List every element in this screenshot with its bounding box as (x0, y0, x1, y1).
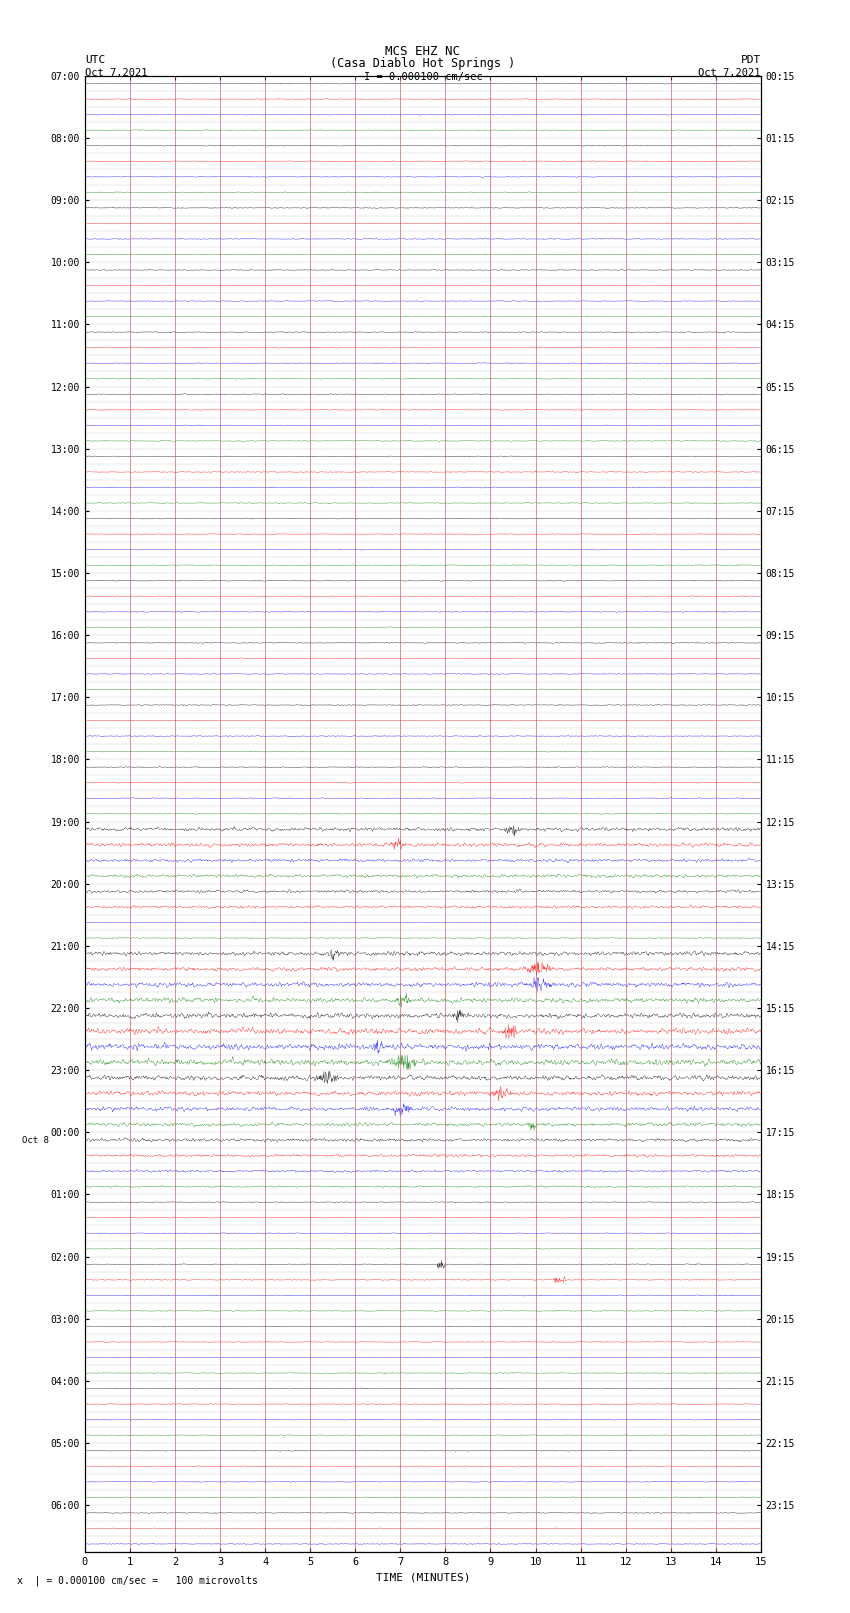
Text: PDT: PDT (740, 55, 761, 65)
Text: MCS EHZ NC: MCS EHZ NC (385, 45, 461, 58)
Text: UTC: UTC (85, 55, 105, 65)
Text: Oct 7,2021: Oct 7,2021 (698, 68, 761, 77)
X-axis label: TIME (MINUTES): TIME (MINUTES) (376, 1573, 470, 1582)
Text: (Casa Diablo Hot Springs ): (Casa Diablo Hot Springs ) (331, 56, 515, 69)
Text: x  | = 0.000100 cm/sec =   100 microvolts: x | = 0.000100 cm/sec = 100 microvolts (17, 1576, 258, 1587)
Text: Oct 7,2021: Oct 7,2021 (85, 68, 148, 77)
Text: I = 0.000100 cm/sec: I = 0.000100 cm/sec (364, 71, 482, 82)
Text: Oct 8: Oct 8 (22, 1136, 49, 1145)
